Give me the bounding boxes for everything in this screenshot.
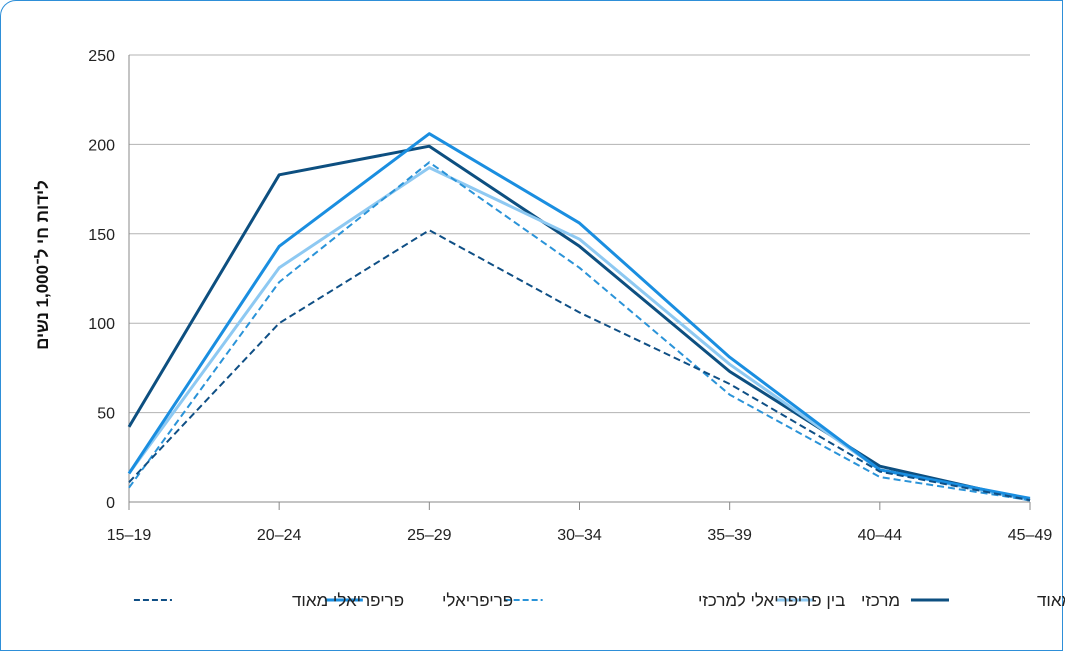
x-tick-label: 35–39 [707, 527, 752, 544]
y-tick-label: 200 [88, 137, 115, 154]
x-tick-label: 20–24 [257, 527, 302, 544]
x-tick-label: 45–49 [1008, 527, 1053, 544]
x-tick-label: 25–29 [407, 527, 452, 544]
x-tick-label: 30–34 [557, 527, 602, 544]
x-axis-ticks: 15–19 20–24 25–29 30–34 35–39 40–44 45–49 [107, 502, 1053, 544]
x-tick-label: 40–44 [858, 527, 903, 544]
legend-label: פריפריאלי מאוד [292, 591, 404, 610]
legend-label: מרכזי [861, 591, 900, 610]
y-axis-ticks: 0 50 100 150 200 250 [88, 48, 115, 512]
legend-label: בין פריפריאלי למרכזי [698, 591, 845, 610]
y-tick-label: 0 [106, 495, 115, 512]
legend-label: פריפריאלי [442, 591, 513, 610]
x-tick-label: 15–19 [107, 527, 152, 544]
y-tick-label: 50 [97, 406, 115, 423]
gridlines [128, 54, 1030, 503]
legend-label: מרכזי מאוד [1037, 591, 1065, 610]
series-line-0 [127, 144, 1031, 502]
series-lines [127, 132, 1031, 502]
series-line-3 [127, 132, 1031, 500]
series-line-4 [128, 229, 1031, 502]
series-line-2 [128, 161, 1031, 502]
legend: מרכזי מאוד מרכזי בין פריפריאלי למרכזי פריפר… [133, 591, 1065, 610]
y-tick-label: 250 [88, 48, 115, 65]
series-line-1 [127, 166, 1031, 502]
y-tick-label: 100 [88, 316, 115, 333]
y-axis-label: לידות חי ל־1,000 נשים [33, 180, 52, 350]
y-tick-label: 150 [88, 227, 115, 244]
